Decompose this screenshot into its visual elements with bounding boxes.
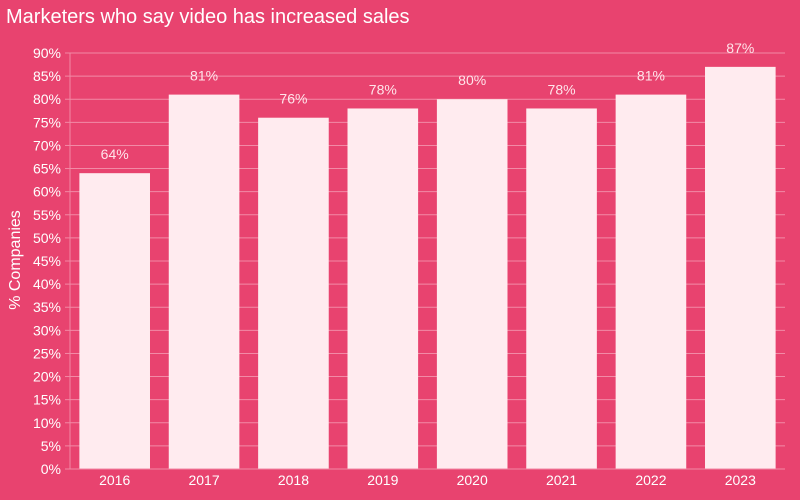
y-tick-label: 75% (33, 114, 61, 130)
y-tick-label: 70% (33, 137, 61, 153)
data-label: 64% (101, 146, 129, 162)
bars (79, 66, 776, 469)
y-tick-label: 30% (33, 322, 61, 338)
x-tick-label: 2022 (635, 472, 666, 488)
chart-title: Marketers who say video has increased sa… (6, 6, 410, 28)
data-label: 81% (190, 68, 218, 84)
bar (347, 108, 419, 469)
y-tick-label: 60% (33, 184, 61, 200)
y-tick-label: 15% (33, 392, 61, 408)
y-tick-label: 35% (33, 299, 61, 315)
y-tick-label: 85% (33, 68, 61, 84)
y-tick-label: 40% (33, 276, 61, 292)
bar (79, 173, 150, 469)
data-label: 78% (548, 81, 576, 97)
bar (615, 94, 687, 469)
y-tick-label: 25% (33, 345, 61, 361)
x-tick-label: 2018 (278, 472, 309, 488)
data-label: 80% (458, 72, 486, 88)
data-label: 87% (726, 40, 754, 56)
y-tick-label: 65% (33, 161, 61, 177)
x-tick-label: 2023 (725, 472, 756, 488)
bar (526, 108, 597, 469)
data-labels: 64% 81% 76% 78% 80% 78% 81% 87% (101, 40, 755, 162)
bar (258, 117, 329, 469)
y-tick-label: 80% (33, 91, 61, 107)
data-label: 76% (279, 91, 307, 107)
y-axis: 0% 5% 10% 15% 20% 25% 30% 35% 40% 45% 50% 55% 60% 65%… (33, 45, 71, 477)
y-tick-label: 5% (41, 438, 61, 454)
x-tick-label: 2020 (457, 472, 488, 488)
y-tick-label: 55% (33, 207, 61, 223)
bar (705, 66, 776, 469)
y-axis-label: % Companies (7, 210, 24, 310)
bar (436, 99, 508, 469)
y-tick-label: 10% (33, 415, 61, 431)
y-tick-label: 0% (41, 461, 61, 477)
y-tick-label: 90% (33, 45, 61, 61)
y-tick-label: 45% (33, 253, 61, 269)
x-tick-label: 2017 (188, 472, 219, 488)
bar (168, 94, 240, 469)
data-label: 81% (637, 68, 665, 84)
x-tick-label: 2021 (546, 472, 577, 488)
y-tick-label: 50% (33, 230, 61, 246)
x-tick-label: 2019 (367, 472, 398, 488)
y-tick-label: 20% (33, 369, 61, 385)
x-axis: 2016 2017 2018 2019 2020 2021 2022 2023 (70, 468, 785, 488)
data-label: 78% (369, 81, 397, 97)
x-tick-label: 2016 (99, 472, 130, 488)
